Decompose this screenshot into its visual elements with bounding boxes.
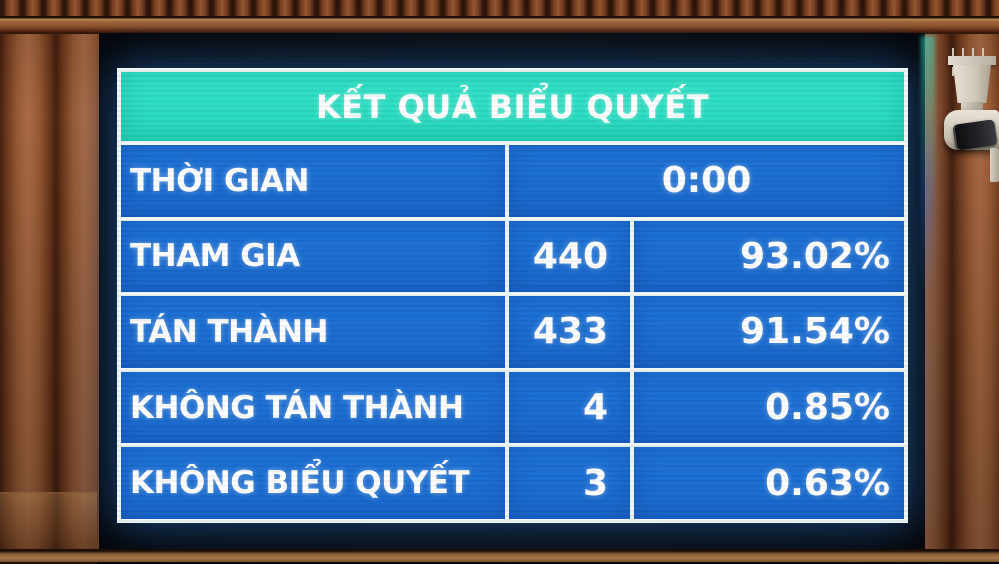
bottom-wood-ledge <box>0 549 999 562</box>
security-camera <box>940 48 999 183</box>
row-khong-bieu-quyet-label: KHÔNG BIỂU QUYẾT <box>121 447 505 519</box>
camera-spikes <box>952 48 996 76</box>
camera-mount-box <box>953 65 991 103</box>
row-tan-thanh-label: TÁN THÀNH <box>121 296 505 368</box>
tham-gia-count: 440 <box>509 220 630 293</box>
khong-tan-thanh-percent: 0.85% <box>634 371 904 444</box>
tan-thanh-count: 433 <box>509 296 630 368</box>
screen-light-reflection <box>921 36 935 296</box>
wood-rail <box>0 16 999 34</box>
time-value: 0:00 <box>509 145 904 217</box>
board-title: KẾT QUẢ BIỂU QUYẾT <box>121 72 904 141</box>
camera-bracket <box>948 56 996 65</box>
wood-top-slats <box>0 0 999 16</box>
row-khong-tan-thanh-label: KHÔNG TÁN THÀNH <box>121 371 505 444</box>
led-screen-bezel: KẾT QUẢ BIỂU QUYẾT THỜI GIAN 0:00 THAM G… <box>99 33 925 552</box>
camera-arm <box>990 148 999 182</box>
tham-gia-percent: 93.02% <box>634 220 904 293</box>
khong-bieu-quyet-percent: 0.63% <box>634 447 904 519</box>
camera-neck <box>961 102 983 112</box>
tan-thanh-percent: 91.54% <box>634 296 904 368</box>
voting-board: KẾT QUẢ BIỂU QUYẾT THỜI GIAN 0:00 THAM G… <box>117 68 908 523</box>
khong-bieu-quyet-count: 3 <box>509 447 630 519</box>
row-thoi-gian-label: THỜI GIAN <box>121 145 505 217</box>
khong-tan-thanh-count: 4 <box>509 371 630 444</box>
row-tham-gia-label: THAM GIA <box>121 220 505 293</box>
